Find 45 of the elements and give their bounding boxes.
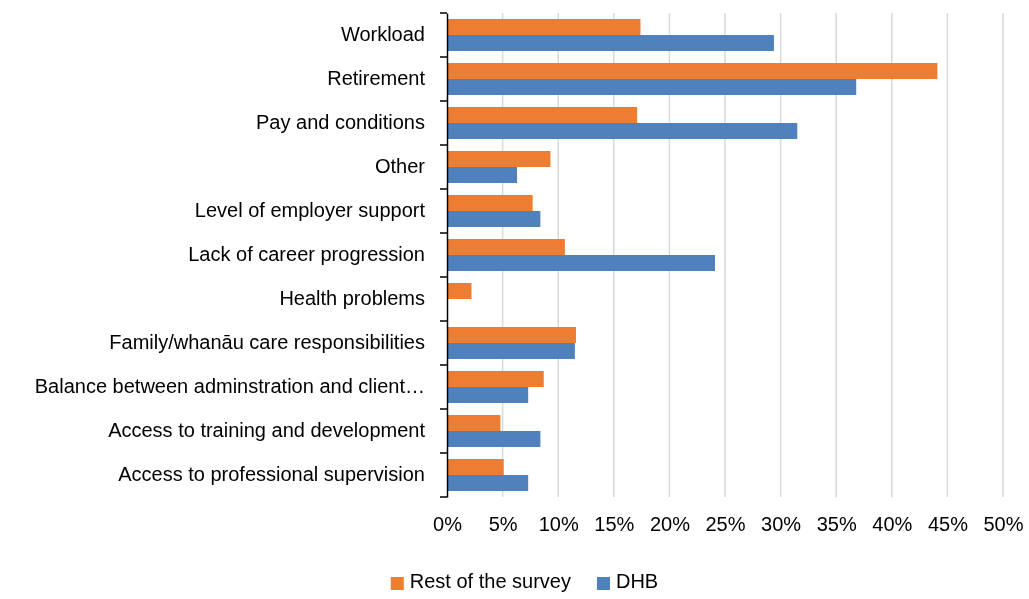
bar [447,167,518,183]
x-tick-label: 50% [983,513,1024,536]
y-tick-label: Workload [340,23,425,46]
x-tick-label: 10% [538,513,579,536]
bar [447,195,533,211]
bar [447,211,541,227]
x-tick-label: 15% [594,513,635,536]
bar [447,371,544,387]
bar [447,151,551,167]
bar [447,123,798,139]
y-tick-label: Retirement [327,67,426,90]
bar [447,35,774,51]
bar [447,475,529,491]
bar [447,415,501,431]
bar [447,387,529,403]
y-tick-label: Pay and conditions [255,111,425,134]
y-tick-label: Access to training and development [108,419,426,442]
legend-label: Rest of the survey [409,570,571,592]
y-tick-label: Balance between adminstration and client… [34,375,425,398]
legend-label: DHB [615,570,659,592]
x-tick-label: 30% [761,513,802,536]
x-tick-label: 40% [872,513,913,536]
x-tick-label: 20% [649,513,691,536]
x-tick-label: 5% [488,513,518,536]
bar [447,431,541,447]
x-tick-label: 35% [816,513,857,536]
bar [447,19,641,35]
y-tick-label: Lack of career progression [188,243,425,266]
y-tick-label: Family/whanāu care responsibilities [109,331,425,354]
x-tick-label: 45% [927,513,969,536]
bar [447,107,638,123]
bar [447,255,715,271]
bar [447,283,472,299]
bar [447,459,504,475]
x-tick-label: 0% [433,513,463,536]
bar [447,239,565,255]
bar [447,327,576,343]
bar [447,63,938,79]
bar [447,79,857,95]
x-tick-label: 25% [705,513,746,536]
y-tick-label: Other [374,155,426,178]
y-tick-label: Health problems [279,287,425,310]
y-tick-label: Level of employer support [194,199,426,222]
bar [447,343,575,359]
y-tick-label: Access to professional supervision [118,463,425,486]
